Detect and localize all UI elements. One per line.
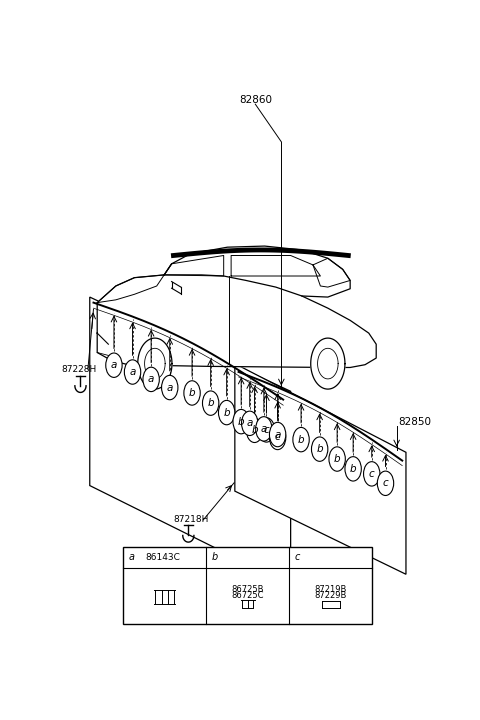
Text: a: a xyxy=(167,382,173,392)
Circle shape xyxy=(345,456,361,481)
Circle shape xyxy=(363,462,380,486)
Text: 86143C: 86143C xyxy=(145,552,180,562)
Text: b: b xyxy=(238,417,244,427)
Text: c: c xyxy=(383,478,388,488)
Text: c: c xyxy=(264,425,269,435)
Circle shape xyxy=(269,426,286,449)
Circle shape xyxy=(329,447,345,471)
Text: 86725C: 86725C xyxy=(232,591,264,600)
Polygon shape xyxy=(138,338,172,389)
Circle shape xyxy=(106,353,122,377)
Polygon shape xyxy=(235,364,406,575)
Text: c: c xyxy=(369,469,374,479)
Text: c: c xyxy=(295,552,300,562)
Text: b: b xyxy=(251,426,258,436)
FancyBboxPatch shape xyxy=(123,546,372,624)
Polygon shape xyxy=(97,275,376,367)
Text: b: b xyxy=(298,435,304,445)
Text: 87228H: 87228H xyxy=(62,364,97,374)
Text: 87218H: 87218H xyxy=(173,516,209,524)
Text: 82860: 82860 xyxy=(239,95,272,105)
Text: a: a xyxy=(148,374,155,384)
Text: b: b xyxy=(316,444,323,454)
Text: a: a xyxy=(129,552,134,562)
Circle shape xyxy=(162,375,178,400)
Circle shape xyxy=(377,471,394,495)
Text: a: a xyxy=(247,418,253,428)
Circle shape xyxy=(233,410,249,434)
Circle shape xyxy=(208,548,220,566)
Text: a: a xyxy=(275,430,281,439)
Text: a: a xyxy=(129,367,136,377)
Polygon shape xyxy=(164,246,350,297)
Circle shape xyxy=(269,423,286,446)
Text: b: b xyxy=(189,388,195,398)
Circle shape xyxy=(258,418,275,442)
Text: b: b xyxy=(350,464,357,474)
Text: 86725B: 86725B xyxy=(232,585,264,594)
Polygon shape xyxy=(311,338,345,389)
Circle shape xyxy=(218,400,235,425)
Text: 87229B: 87229B xyxy=(315,591,347,600)
Text: b: b xyxy=(207,398,214,408)
Text: 87219B: 87219B xyxy=(315,585,347,594)
Circle shape xyxy=(292,548,303,566)
Circle shape xyxy=(256,417,272,441)
Circle shape xyxy=(293,428,309,452)
Text: b: b xyxy=(334,454,340,464)
Circle shape xyxy=(125,548,137,566)
Text: b: b xyxy=(211,552,217,562)
Circle shape xyxy=(241,411,258,436)
Text: b: b xyxy=(223,408,230,418)
Circle shape xyxy=(184,381,200,405)
Circle shape xyxy=(143,367,159,392)
Text: c: c xyxy=(275,433,280,443)
Text: a: a xyxy=(261,424,267,434)
Text: a: a xyxy=(111,360,117,370)
Polygon shape xyxy=(90,297,290,585)
Circle shape xyxy=(124,360,141,384)
Circle shape xyxy=(203,391,219,415)
Text: 82850: 82850 xyxy=(398,417,432,427)
Circle shape xyxy=(246,418,263,443)
Circle shape xyxy=(312,437,328,462)
